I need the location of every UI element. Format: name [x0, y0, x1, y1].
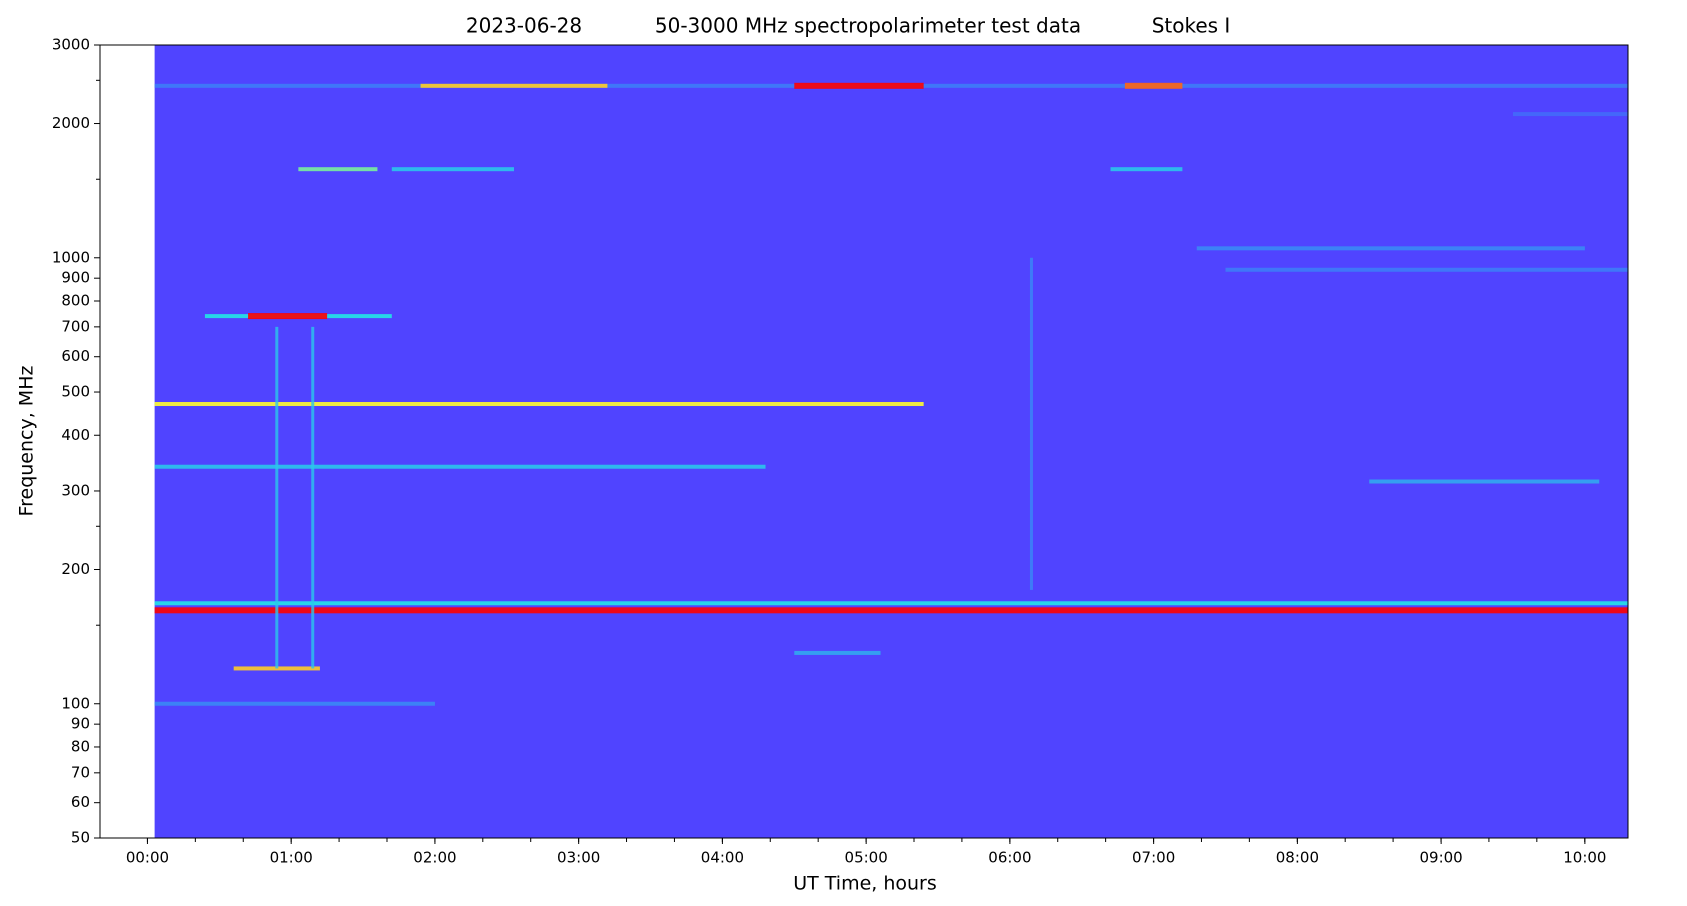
y-tick-label: 2000 [52, 114, 90, 132]
y-tick-label: 80 [71, 737, 90, 755]
x-tick-label: 03:00 [557, 849, 600, 867]
y-tick-label: 200 [61, 560, 90, 578]
y-tick-label: 400 [61, 426, 90, 444]
rfi-band [154, 601, 1628, 606]
y-tick-label: 500 [61, 383, 90, 401]
x-tick-label: 04:00 [701, 849, 744, 867]
rfi-band [1196, 246, 1585, 251]
chart-title-date: 2023-06-28 [466, 14, 582, 38]
chart-title: 50-3000 MHz spectropolarimeter test data [655, 14, 1081, 38]
y-tick-label: 300 [61, 481, 90, 499]
y-tick-label: 900 [61, 269, 90, 287]
plot-frame [99, 44, 1629, 839]
spectrogram-background [154, 45, 1628, 838]
x-tick-label: 06:00 [988, 849, 1031, 867]
rfi-streak [275, 326, 279, 669]
x-tick-label: 10:00 [1563, 849, 1606, 867]
y-tick-label: 70 [71, 763, 90, 781]
rfi-streak [311, 326, 315, 669]
rfi-band [154, 402, 924, 407]
y-tick-label: 90 [71, 715, 90, 733]
x-tick-label: 05:00 [845, 849, 888, 867]
rfi-band [794, 650, 881, 655]
y-tick-label: 700 [61, 317, 90, 335]
y-tick-label: 60 [71, 793, 90, 811]
x-tick-label: 02:00 [413, 849, 456, 867]
rfi-band [1225, 267, 1628, 272]
rfi-streak [1029, 257, 1033, 590]
y-tick-label: 800 [61, 292, 90, 310]
rfi-band [1369, 479, 1600, 484]
rfi-band [298, 167, 378, 172]
y-tick-label: 100 [61, 694, 90, 712]
y-tick-label: 600 [61, 347, 90, 365]
rfi-band [1513, 112, 1628, 117]
x-axis-label: UT Time, hours [793, 873, 937, 895]
x-tick-label: 08:00 [1276, 849, 1319, 867]
y-tick-label: 1000 [52, 248, 90, 266]
y-tick-label: 3000 [52, 36, 90, 54]
y-axis-label: Frequency, MHz [16, 366, 38, 517]
y-tick-label: 50 [71, 829, 90, 847]
rfi-band [794, 82, 924, 89]
x-tick-label: 01:00 [270, 849, 313, 867]
rfi-band [248, 313, 328, 320]
rfi-band [1110, 167, 1183, 172]
rfi-band [391, 167, 514, 172]
rfi-band [420, 83, 608, 88]
rfi-band [154, 701, 435, 706]
rfi-band [1124, 82, 1183, 89]
rfi-band [154, 607, 1628, 614]
rfi-band [154, 464, 766, 469]
x-tick-label: 00:00 [126, 849, 169, 867]
x-tick-label: 07:00 [1132, 849, 1175, 867]
chart-title-stokes: Stokes I [1152, 14, 1231, 38]
x-tick-label: 09:00 [1420, 849, 1463, 867]
